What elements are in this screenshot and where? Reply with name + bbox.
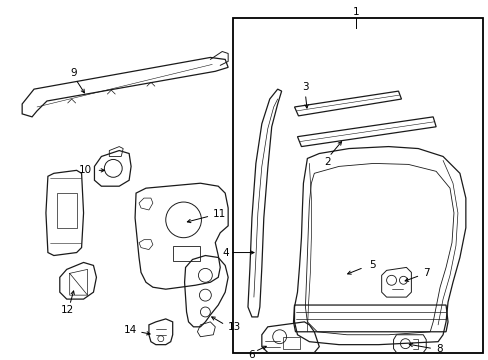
Text: 12: 12 [61, 305, 74, 315]
Text: 11: 11 [213, 209, 226, 219]
Text: 4: 4 [223, 248, 229, 257]
Bar [282, 337, 300, 348]
Text: 1: 1 [352, 7, 359, 17]
Text: 3: 3 [302, 82, 308, 92]
Text: 13: 13 [228, 322, 241, 332]
Text: 9: 9 [70, 68, 77, 78]
Bar [172, 246, 200, 261]
Bar [57, 193, 77, 228]
Text: 6: 6 [248, 350, 255, 360]
Text: 2: 2 [323, 157, 330, 167]
Text: 7: 7 [423, 268, 429, 278]
Text: 5: 5 [368, 260, 375, 270]
Bar [233, 18, 482, 352]
Text: 8: 8 [435, 343, 442, 354]
Text: 14: 14 [123, 325, 137, 335]
Text: 10: 10 [78, 165, 91, 175]
